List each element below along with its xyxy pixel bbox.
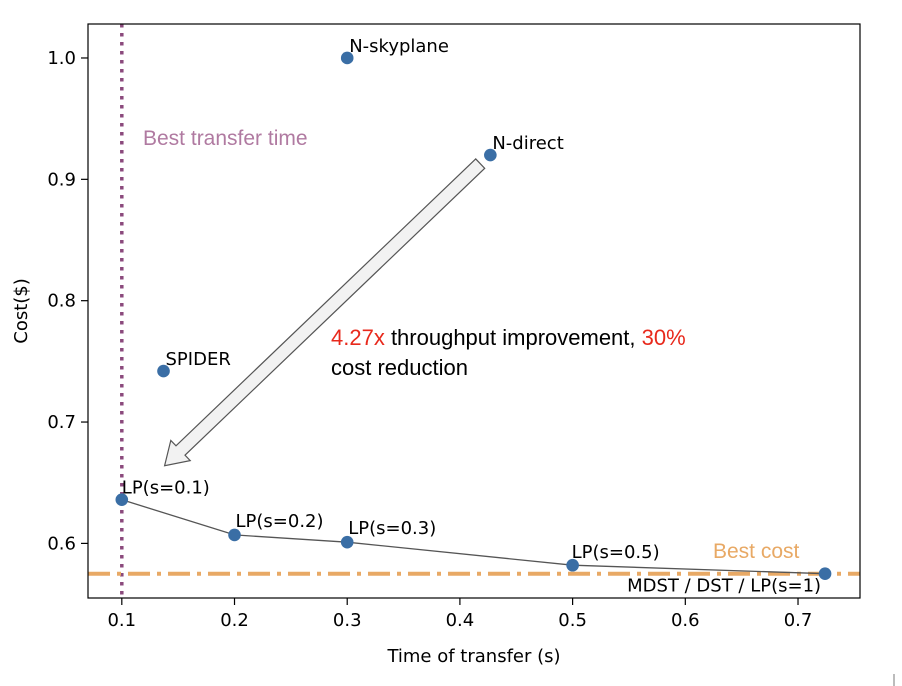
point-label-n-skyplane: N-skyplane — [349, 36, 449, 57]
x-axis-title: Time of transfer (s) — [386, 646, 560, 667]
point-mdst-dst-lp-s-1 — [818, 567, 832, 581]
x-tick-label: 0.2 — [220, 610, 249, 631]
point-label-lp-s-0-1: LP(s=0.1) — [122, 478, 210, 499]
point-lp-s-0-5 — [566, 558, 579, 572]
axis-layer: 0.1 0.2 0.3 0.4 0.5 0.6 0.7 0.6 0.7 0.8 0.9 1.0 — [47, 48, 812, 631]
x-tick-label: 0.4 — [446, 610, 475, 631]
point-lp-s-0-1 — [115, 493, 129, 507]
point-label-n-direct: N-direct — [492, 133, 563, 154]
annotation-throughput-text: throughput improvement, — [385, 325, 642, 350]
point-n-direct — [484, 148, 497, 162]
x-tick-label: 0.7 — [784, 610, 813, 631]
y-axis-title: Cost($) — [11, 278, 32, 344]
point-label-lp-s-0-5: LP(s=0.5) — [572, 542, 660, 563]
best-cost-label: Best cost — [713, 540, 800, 563]
plot-frame — [87, 23, 861, 599]
y-tick-label: 0.7 — [47, 412, 76, 433]
y-tick-label: 1.0 — [47, 48, 76, 69]
marks-layer: N-skyplane N-direct SPIDER LP(s=0.1) LP(s=0.… — [115, 36, 832, 597]
point-label-lp-s-0-3: LP(s=0.3) — [348, 518, 436, 539]
scroll-indicator — [893, 674, 895, 686]
point-n-skyplane — [340, 51, 354, 65]
x-tick-label: 0.5 — [558, 610, 587, 631]
x-tick-label: 0.3 — [333, 610, 362, 631]
point-spider — [157, 364, 170, 378]
point-lp-s-0-3 — [340, 535, 354, 549]
annotation-line2: cost reduction — [331, 355, 468, 380]
x-tick-label: 0.6 — [671, 610, 700, 631]
x-tick-label: 0.1 — [107, 610, 136, 631]
y-tick-label: 0.9 — [47, 169, 76, 190]
point-label-mdst-dst-lp-s-1: MDST / DST / LP(s=1) — [627, 576, 821, 597]
y-tick-label: 0.6 — [47, 533, 76, 554]
y-tick-label: 0.8 — [47, 291, 76, 312]
improvement-arrow — [163, 158, 486, 467]
plot-layer — [88, 24, 860, 598]
best-time-label: Best transfer time — [143, 127, 308, 150]
annotation-throughput-value: 4.27x — [331, 325, 385, 350]
point-label-spider: SPIDER — [166, 349, 231, 370]
point-label-lp-s-0-2: LP(s=0.2) — [236, 511, 324, 532]
point-lp-s-0-2 — [228, 528, 241, 542]
improvement-annotation: 4.27x throughput improvement, 30% cost r… — [331, 325, 692, 380]
annotation-cost-value: 30% — [642, 325, 686, 350]
